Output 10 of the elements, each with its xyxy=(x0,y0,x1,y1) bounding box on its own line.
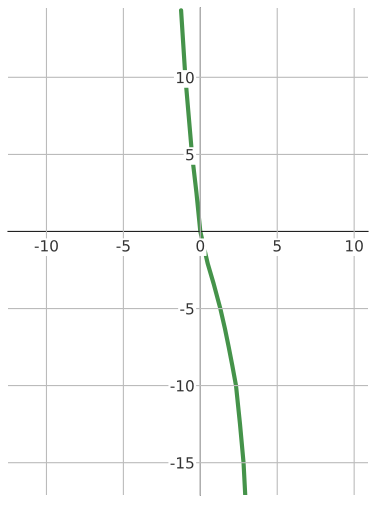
x-tick-label: -5 xyxy=(116,240,130,252)
y-tick-label: -5 xyxy=(180,303,194,315)
x-tick-label: 5 xyxy=(274,240,281,252)
x-tick-label: -10 xyxy=(34,240,58,252)
y-tick-label: 10 xyxy=(176,72,194,84)
y-tick-label: -10 xyxy=(170,380,194,392)
y-tick-label: -15 xyxy=(170,457,194,469)
x-tick-label: 10 xyxy=(346,240,363,252)
y-tick-label: 5 xyxy=(186,149,194,160)
x-tick-label: 0 xyxy=(196,240,204,252)
